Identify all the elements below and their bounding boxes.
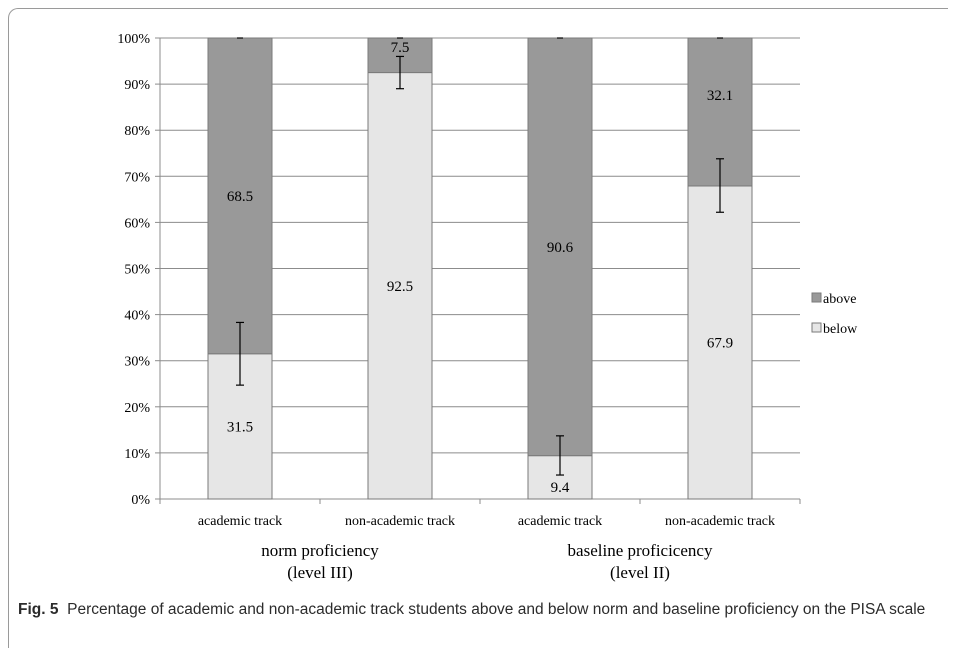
group-label-line1: baseline proficicency — [568, 541, 713, 560]
data-label-below: 31.5 — [227, 419, 253, 435]
data-label-above: 68.5 — [227, 189, 253, 205]
x-axis-categories: academic track non-academic track academic… — [198, 514, 775, 529]
caption-text: Percentage of academic and non-academic … — [67, 601, 926, 618]
y-tick-label: 60% — [124, 216, 150, 231]
data-labels: 31.5 68.5 92.5 7.5 9.4 90.6 67.9 32.1 — [227, 40, 733, 496]
y-tick-label: 40% — [124, 309, 150, 324]
legend-swatch-above — [811, 292, 822, 303]
data-label-below: 67.9 — [707, 335, 733, 351]
bar-below — [367, 72, 433, 500]
x-category-label: academic track — [518, 514, 602, 529]
y-tick-label: 90% — [124, 78, 150, 93]
bar-below — [687, 185, 753, 500]
data-label-below: 9.4 — [551, 480, 570, 496]
data-label-above: 7.5 — [391, 40, 410, 56]
y-tick-label: 80% — [124, 124, 150, 139]
bar-above — [527, 37, 593, 457]
y-tick-label: 10% — [124, 447, 150, 462]
legend: above below — [811, 292, 858, 337]
legend-swatch-below — [811, 322, 822, 333]
y-tick-label: 30% — [124, 355, 150, 370]
figure-caption: Fig. 5 Percentage of academic and non-ac… — [18, 599, 938, 621]
y-tick-label: 20% — [124, 401, 150, 416]
x-axis-group-labels: norm proficiency (level III) baseline prof… — [261, 541, 713, 582]
error-bars — [236, 37, 724, 476]
y-tick-label: 70% — [124, 170, 150, 185]
group-label-line1: norm proficiency — [261, 541, 379, 560]
legend-label-above: above — [823, 292, 856, 307]
legend-label-below: below — [823, 322, 858, 337]
group-label-line2: (level III) — [287, 563, 353, 582]
x-category-label: non-academic track — [345, 514, 455, 529]
x-category-label: non-academic track — [665, 514, 775, 529]
data-label-below: 92.5 — [387, 279, 413, 295]
data-label-above: 32.1 — [707, 88, 733, 104]
y-tick-label: 0% — [131, 493, 150, 508]
x-category-label: academic track — [198, 514, 282, 529]
group-label-line2: (level II) — [610, 563, 670, 582]
caption-label: Fig. 5 — [18, 601, 59, 618]
y-axis-ticks: 0% 10% 20% 30% 40% 50% 60% 70% 80% 90% 100% — [117, 32, 160, 508]
y-tick-label: 50% — [124, 263, 150, 278]
data-label-above: 90.6 — [547, 240, 574, 256]
figure-frame — [8, 8, 948, 648]
stacked-bar-chart: 0% 10% 20% 30% 40% 50% 60% 70% 80% 90% 100% 31.5 68… — [117, 32, 858, 582]
y-tick-label: 100% — [117, 32, 150, 47]
bars — [207, 37, 753, 500]
